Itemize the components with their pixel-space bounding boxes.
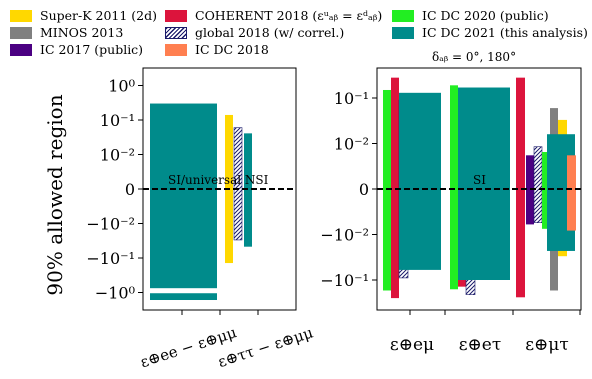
legend-item: IC 2017 (public)	[10, 42, 143, 57]
x-category-label: ε⊕μτ	[525, 335, 569, 355]
y-tick-label: −10⁻¹	[86, 249, 135, 268]
legend-item: IC DC 2018	[165, 42, 269, 57]
legend-swatch	[392, 9, 414, 22]
y-tick-label: 0	[125, 180, 135, 199]
y-tick-label: 10⁻²	[100, 146, 135, 165]
legend-swatch	[10, 43, 32, 56]
interval-bar	[399, 92, 441, 270]
legend-item: IC DC 2020 (public)	[392, 8, 549, 23]
y-tick-label: 10⁰	[108, 77, 135, 96]
region-annotation: SI/universal NSI	[168, 173, 269, 187]
y-tick-label: −10⁰	[95, 284, 135, 303]
right-panel: SI 10⁻¹ 10⁻² 0 −10⁻² −10⁻¹ ε⊕eμ ε⊕eτ ε⊕μτ	[320, 67, 582, 355]
interval-bar	[150, 103, 217, 289]
y-tick-label: −10⁻¹	[320, 271, 369, 290]
y-tick-label: 0	[359, 180, 369, 199]
legend-label: global 2018 (w/ correl.)	[195, 25, 345, 40]
region-annotation: SI	[473, 173, 486, 187]
legend-swatch	[392, 26, 414, 39]
interval-bar	[533, 146, 543, 223]
left-panel: SI/universal NSI 10⁰ 10⁻¹ 10⁻² 0 −10⁻² −10⁻¹ −1…	[86, 67, 315, 371]
interval-bar	[450, 85, 458, 290]
y-tick-label: 10⁻²	[334, 135, 369, 154]
legend-label: IC DC 2018	[195, 42, 269, 57]
legend-swatch	[10, 9, 32, 22]
interval-bar	[383, 89, 391, 291]
legend-label: IC DC 2020 (public)	[422, 8, 549, 23]
legend-item: Super-K 2011 (2d)	[10, 8, 157, 23]
interval-bar	[516, 77, 525, 298]
legend-note: δₐᵦ = 0°, 180°	[432, 50, 517, 64]
legend-swatch	[165, 9, 187, 22]
interval-bar	[542, 152, 550, 229]
legend-label: IC 2017 (public)	[40, 42, 144, 57]
interval-bar	[567, 155, 576, 231]
interval-bar	[458, 87, 510, 280]
interval-bar	[391, 77, 399, 299]
legend-item: IC DC 2021 (this analysis)	[392, 25, 588, 40]
y-tick-label: 10⁻¹	[334, 89, 369, 108]
y-tick-label: −10⁻²	[320, 226, 369, 245]
legend-swatch	[10, 26, 32, 39]
legend-swatch	[165, 43, 187, 56]
legend-label: COHERENT 2018 (εᵘₐᵦ = εᵈₐᵦ)	[195, 8, 383, 23]
legend-label: Super-K 2011 (2d)	[40, 8, 158, 23]
x-category-label: ε⊕eμ	[390, 335, 434, 355]
legend-item: COHERENT 2018 (εᵘₐᵦ = εᵈₐᵦ)	[165, 8, 382, 23]
interval-bar	[233, 127, 243, 241]
legend-item: MINOS 2013	[10, 25, 123, 40]
legend-item: global 2018 (w/ correl.)	[165, 25, 344, 40]
y-axis-title: 90% allowed region	[43, 94, 67, 295]
legend-label: MINOS 2013	[40, 25, 124, 40]
y-tick-label: −10⁻²	[86, 215, 135, 234]
y-tick-label: 10⁻¹	[100, 111, 135, 130]
legend-swatch	[165, 26, 187, 39]
x-category-label: ε⊕eτ	[459, 335, 502, 355]
interval-bar	[244, 133, 252, 247]
legend-label: IC DC 2021 (this analysis)	[422, 25, 588, 40]
interval-bar	[150, 293, 217, 301]
